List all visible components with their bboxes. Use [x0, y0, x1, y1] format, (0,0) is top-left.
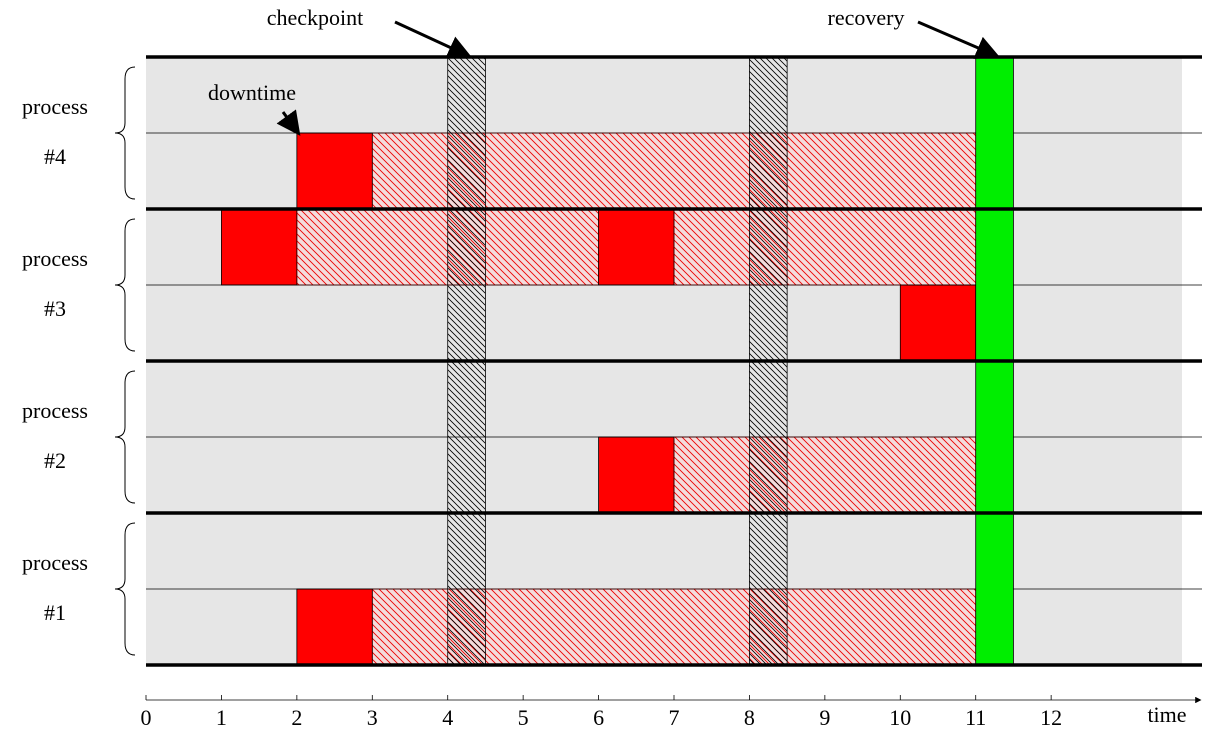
process-label: #1	[44, 600, 66, 625]
annotation: downtime	[208, 80, 296, 105]
x-tick-label: 3	[367, 705, 378, 730]
process-label: process	[22, 246, 88, 271]
x-tick-label: 1	[216, 705, 227, 730]
x-tick-label: 2	[291, 705, 302, 730]
brace	[114, 66, 136, 200]
downtime	[598, 436, 675, 514]
process-label: process	[22, 550, 88, 575]
downtime	[296, 588, 373, 666]
x-tick-label: 0	[141, 705, 152, 730]
x-axis-label: time	[1147, 702, 1186, 727]
x-tick-label: 6	[593, 705, 604, 730]
x-tick-label: 9	[819, 705, 830, 730]
x-tick-label: 10	[889, 705, 911, 730]
process-label: #3	[44, 296, 66, 321]
process-label: process	[22, 94, 88, 119]
x-tick-label: 11	[965, 705, 986, 730]
downtime	[296, 132, 373, 210]
x-tick-label: 12	[1040, 705, 1062, 730]
annotation: recovery	[828, 5, 905, 30]
process-label: #4	[44, 144, 66, 169]
brace	[114, 370, 136, 504]
annotation-arrow	[276, 109, 301, 136]
process-label: #2	[44, 448, 66, 473]
downtime	[221, 208, 298, 286]
x-tick-label: 5	[518, 705, 529, 730]
downtime	[899, 284, 977, 362]
x-tick-label: 7	[669, 705, 680, 730]
annotation-arrow	[917, 20, 1001, 59]
process-label: process	[22, 398, 88, 423]
lost-work	[673, 436, 977, 514]
lost-work	[673, 208, 977, 286]
brace	[114, 522, 136, 656]
annotation: checkpoint	[267, 5, 364, 30]
brace	[114, 218, 136, 352]
annotation-arrow	[394, 20, 473, 59]
x-tick-label: 8	[744, 705, 755, 730]
x-tick-label: 4	[442, 705, 453, 730]
downtime	[598, 208, 675, 286]
